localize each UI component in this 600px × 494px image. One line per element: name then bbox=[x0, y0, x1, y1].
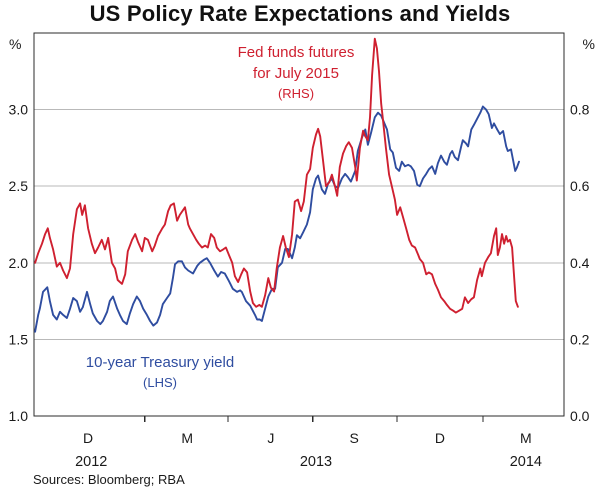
series-line-red bbox=[34, 37, 519, 314]
x-axis-year-label: 2013 bbox=[300, 454, 332, 470]
right-axis-unit: % bbox=[582, 36, 595, 52]
blue-series-label-line1: 10-year Treasury yield bbox=[85, 354, 235, 371]
left-axis-unit: % bbox=[9, 36, 22, 52]
right-axis-tick-label: 0.8 bbox=[570, 102, 590, 118]
red-series-label-line1: Fed funds futures bbox=[237, 44, 355, 61]
right-axis-tick-label: 0.2 bbox=[570, 331, 590, 347]
blue-series-label: 10-year Treasury yield (LHS) bbox=[55, 352, 265, 392]
blue-series-label-line2: (LHS) bbox=[143, 375, 177, 390]
right-axis-tick-label: 0.6 bbox=[570, 178, 590, 194]
x-axis-month-label: M bbox=[520, 430, 532, 446]
page-title: US Policy Rate Expectations and Yields bbox=[89, 1, 511, 26]
x-axis-year-label: 2014 bbox=[510, 454, 542, 470]
red-series-label: Fed funds futures for July 2015 (RHS) bbox=[181, 42, 411, 103]
left-axis-tick-label: 3.0 bbox=[9, 102, 29, 118]
x-axis-month-label: D bbox=[83, 430, 93, 446]
right-axis-tick-label: 0.4 bbox=[570, 255, 590, 271]
left-axis-tick-label: 1.0 bbox=[9, 408, 29, 424]
left-axis-tick-label: 1.5 bbox=[9, 331, 29, 347]
x-axis-month-label: J bbox=[267, 430, 274, 446]
red-series-label-line2: for July 2015 bbox=[253, 65, 339, 82]
series-line-blue bbox=[34, 105, 520, 333]
x-axis-month-label: S bbox=[349, 430, 358, 446]
x-axis-month-label: M bbox=[181, 430, 193, 446]
x-axis-month-label: D bbox=[435, 430, 445, 446]
left-axis-tick-label: 2.5 bbox=[9, 178, 29, 194]
sources-note: Sources: Bloomberg; RBA bbox=[33, 472, 185, 487]
left-axis-tick-label: 2.0 bbox=[9, 255, 29, 271]
right-axis-tick-label: 0.0 bbox=[570, 408, 590, 424]
x-axis-year-label: 2012 bbox=[75, 454, 107, 470]
red-series-label-line3: (RHS) bbox=[277, 86, 315, 101]
plot-border bbox=[33, 32, 565, 417]
